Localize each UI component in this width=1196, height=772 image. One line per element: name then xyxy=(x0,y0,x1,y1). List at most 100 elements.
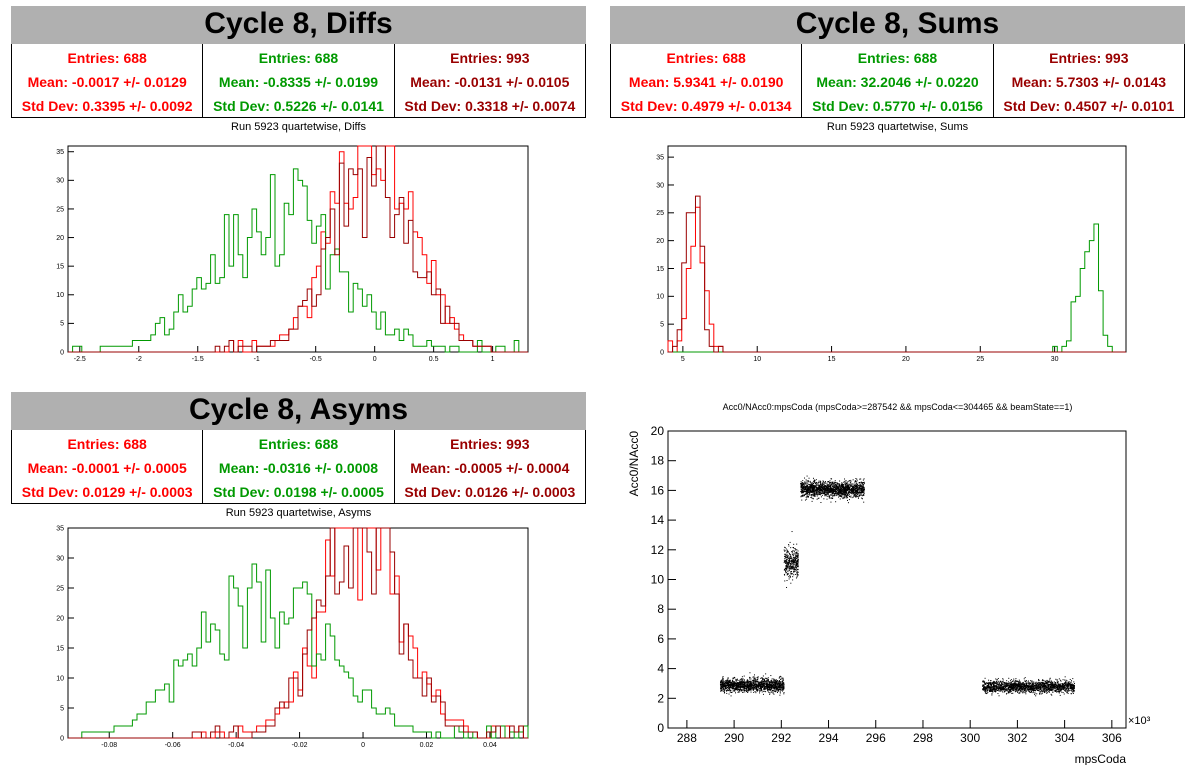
scatter-point xyxy=(745,686,747,688)
scatter-point xyxy=(1015,681,1017,683)
scatter-point xyxy=(831,478,833,480)
scatter-point xyxy=(831,494,833,496)
scatter-point xyxy=(1051,680,1053,682)
scatter-point xyxy=(1050,687,1052,689)
scatter-point xyxy=(767,679,769,681)
scatter-point xyxy=(844,485,846,487)
scatter-point xyxy=(753,674,755,676)
scatter-point xyxy=(810,496,812,498)
scatter-point xyxy=(813,492,815,494)
scatter-point xyxy=(807,485,809,487)
scatter-point xyxy=(1017,687,1019,689)
scatter-point xyxy=(779,692,781,694)
scatter-point xyxy=(1040,687,1042,689)
scatter-point xyxy=(762,675,764,677)
scatter-point xyxy=(846,494,848,496)
scatter-point xyxy=(1021,691,1023,693)
scatter-point xyxy=(1036,693,1038,695)
scatter-point xyxy=(1022,684,1024,686)
scatter-point xyxy=(795,565,797,567)
scatter-point xyxy=(761,688,763,690)
scatter-point xyxy=(1017,684,1019,686)
scatter-point xyxy=(858,487,860,489)
scatter-point xyxy=(740,683,742,685)
scatter-point xyxy=(1046,687,1048,689)
scatter-point xyxy=(845,496,847,498)
scatter-point xyxy=(1054,690,1056,692)
scatter-point xyxy=(792,556,794,558)
scatter-point xyxy=(1027,690,1029,692)
scatter-point xyxy=(758,682,760,684)
scatter-point xyxy=(1031,690,1033,692)
scatter-point xyxy=(742,689,744,691)
scatter-point xyxy=(744,691,746,693)
scatter-point xyxy=(795,566,797,568)
x-tick-label: 10 xyxy=(753,356,761,363)
scatter-point xyxy=(995,678,997,680)
scatter-point xyxy=(727,686,729,688)
x-tick-label: -0.06 xyxy=(165,742,181,749)
scatter-point xyxy=(862,486,864,488)
histogram-series xyxy=(68,168,528,353)
x-tick-label: -0.5 xyxy=(310,356,322,363)
scatter-point xyxy=(732,678,734,680)
scatter-point xyxy=(1018,682,1020,684)
scatter-point xyxy=(842,490,844,492)
sums-stats-darkred: Entries: 993 Mean: 5.7303 +/- 0.0143 Std… xyxy=(992,44,1184,117)
scatter-point xyxy=(1009,680,1011,682)
scatter-point xyxy=(822,485,824,487)
scatter-point xyxy=(1071,684,1073,686)
scatter-point xyxy=(806,482,808,484)
scatter-point xyxy=(789,562,791,564)
scatter-point xyxy=(802,490,804,492)
y-tick-label: 12 xyxy=(651,543,665,557)
scatter-point xyxy=(740,685,742,687)
scatter-point xyxy=(792,579,794,581)
scatter-point xyxy=(771,680,773,682)
scatter-point xyxy=(841,483,843,485)
scatter-point xyxy=(1055,687,1057,689)
scatter-point xyxy=(722,686,724,688)
scatter-point xyxy=(834,480,836,482)
scatter-point xyxy=(806,475,808,477)
scatter-point xyxy=(791,558,793,560)
scatter-point xyxy=(854,488,856,490)
scatter-point xyxy=(819,481,821,483)
scatter-point xyxy=(726,681,728,683)
scatter-point xyxy=(753,686,755,688)
scatter-point xyxy=(858,488,860,490)
scatter-point xyxy=(1060,689,1062,691)
scatter-point xyxy=(781,690,783,692)
scatter-point xyxy=(860,492,862,494)
scatter-point xyxy=(801,484,803,486)
scatter-point xyxy=(1017,690,1019,692)
scatter-point xyxy=(765,688,767,690)
scatter-point xyxy=(766,683,768,685)
scatter-point xyxy=(835,490,837,492)
scatter-point xyxy=(834,489,836,491)
scatter-point xyxy=(838,495,840,497)
scatter-point xyxy=(786,561,788,563)
scatter-point xyxy=(797,560,799,562)
y-tick-label: 10 xyxy=(656,294,664,301)
scatter-point xyxy=(1005,688,1007,690)
scatter-point xyxy=(860,492,862,494)
x-tick-label: -2 xyxy=(136,356,142,363)
scatter-point xyxy=(723,684,725,686)
scatter-point xyxy=(1008,687,1010,689)
scatter-point xyxy=(1022,686,1024,688)
scatter-point xyxy=(719,683,721,685)
scatter-point xyxy=(1001,682,1003,684)
scatter-point xyxy=(1023,678,1025,680)
scatter-point xyxy=(1012,680,1014,682)
scatter-point xyxy=(838,494,840,496)
scatter-point xyxy=(984,677,986,679)
scatter-point xyxy=(804,495,806,497)
scatter-point xyxy=(802,486,804,488)
scatter-point xyxy=(1058,678,1060,680)
scatter-point xyxy=(779,688,781,690)
scatter-point xyxy=(810,495,812,497)
scatter-point xyxy=(1014,686,1016,688)
scatter-point xyxy=(816,489,818,491)
scatter-point xyxy=(720,684,722,686)
